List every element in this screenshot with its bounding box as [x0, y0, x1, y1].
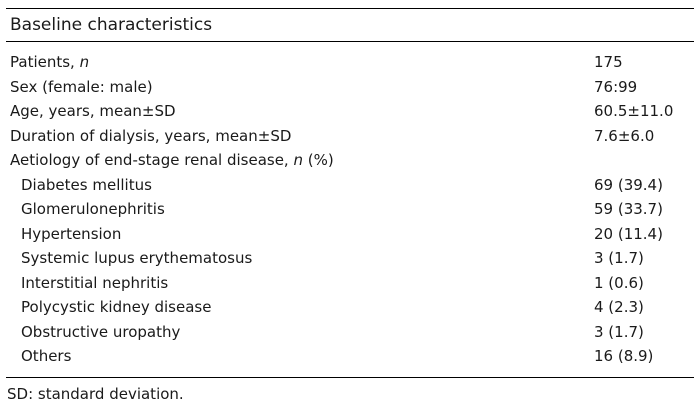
- table-bottom-rule: [6, 377, 694, 378]
- table-header: Baseline characteristics: [10, 15, 213, 35]
- table-row: Glomerulonephritis 59 (33.7): [0, 197, 700, 222]
- table-row: Diabetes mellitus 69 (39.4): [0, 173, 700, 198]
- table-top-rule: [6, 8, 694, 9]
- row-value: 3 (1.7): [594, 249, 644, 267]
- row-label: Polycystic kidney disease: [21, 295, 211, 319]
- row-label-text: Age, years, mean±SD: [10, 102, 176, 120]
- row-label: Diabetes mellitus: [21, 173, 152, 197]
- table-row: Obstructive uropathy 3 (1.7): [0, 320, 700, 345]
- table-body: Patients, n 175 Sex (female: male) 76:99 Age…: [0, 50, 700, 369]
- row-label: Duration of dialysis, years, mean±SD: [10, 124, 291, 148]
- row-label-text: Interstitial nephritis: [21, 273, 169, 292]
- table-footnote: SD: standard deviation.: [7, 385, 184, 403]
- row-label-text: Hypertension: [21, 224, 122, 243]
- row-label: Systemic lupus erythematosus: [21, 246, 252, 270]
- table-row: Patients, n 175: [0, 50, 700, 75]
- row-label: Interstitial nephritis: [21, 271, 168, 295]
- table-row: Age, years, mean±SD 60.5±11.0: [0, 99, 700, 124]
- row-label-text: Sex (female: male): [10, 77, 153, 96]
- row-value: 1 (0.6): [594, 273, 644, 292]
- row-label-text: Obstructive uropathy: [21, 322, 181, 341]
- row-value: 69 (39.4): [594, 175, 663, 194]
- row-label-italic: n: [79, 53, 90, 71]
- row-value: 7.6±6.0: [594, 126, 655, 145]
- row-label-text: Diabetes mellitus: [21, 175, 152, 194]
- row-label-italic: n: [293, 151, 303, 169]
- row-label-text: Systemic lupus erythematosus: [21, 249, 253, 267]
- row-label: Obstructive uropathy: [21, 320, 180, 344]
- row-value: 76:99: [594, 77, 638, 96]
- table-row: Others 16 (8.9): [0, 344, 700, 369]
- row-label-suffix: (%): [303, 151, 334, 169]
- row-value: 4 (2.3): [594, 298, 644, 316]
- row-value: 175: [594, 53, 623, 71]
- row-label-text: Polycystic kidney disease: [21, 298, 212, 316]
- table-row: Duration of dialysis, years, mean±SD 7.6±…: [0, 124, 700, 149]
- table-header-rule: [6, 41, 694, 42]
- row-label: Patients, n: [10, 50, 89, 74]
- row-label-text: Patients,: [10, 53, 80, 71]
- row-value: 20 (11.4): [594, 224, 663, 243]
- row-label: Others: [21, 344, 71, 368]
- table-row: Polycystic kidney disease 4 (2.3): [0, 295, 700, 320]
- row-label-text: Aetiology of end-stage renal disease,: [10, 151, 294, 169]
- table-row: Sex (female: male) 76:99: [0, 75, 700, 100]
- row-label: Age, years, mean±SD: [10, 99, 176, 123]
- row-label: Hypertension: [21, 222, 121, 246]
- row-label: Aetiology of end-stage renal disease, n …: [10, 148, 334, 172]
- table-row: Hypertension 20 (11.4): [0, 222, 700, 247]
- row-label: Glomerulonephritis: [21, 197, 165, 221]
- row-label-text: Duration of dialysis, years, mean±SD: [10, 126, 292, 145]
- row-label: Sex (female: male): [10, 75, 153, 99]
- row-value: 16 (8.9): [594, 347, 654, 365]
- row-value: 59 (33.7): [594, 200, 663, 218]
- table-row: Interstitial nephritis 1 (0.6): [0, 271, 700, 296]
- row-label-text: Glomerulonephritis: [21, 200, 165, 218]
- row-value: 3 (1.7): [594, 322, 644, 341]
- table-row: Aetiology of end-stage renal disease, n …: [0, 148, 700, 173]
- row-label-text: Others: [21, 347, 72, 365]
- row-value: 60.5±11.0: [594, 102, 674, 120]
- table-row: Systemic lupus erythematosus 3 (1.7): [0, 246, 700, 271]
